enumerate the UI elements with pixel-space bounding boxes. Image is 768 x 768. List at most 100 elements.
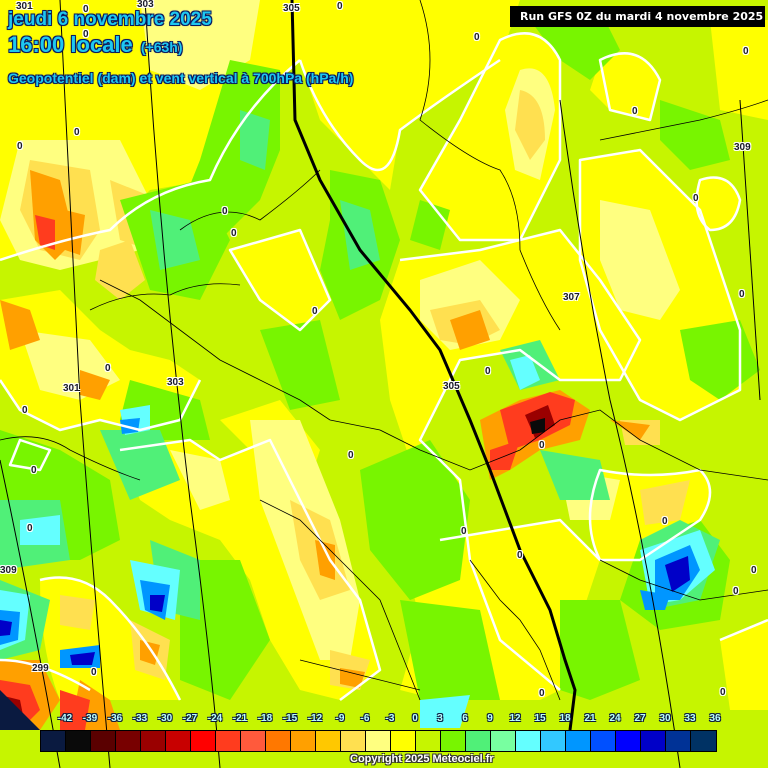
legend-swatch <box>316 731 341 751</box>
color-scale-legend <box>40 730 717 752</box>
vertical-wind-zero-label: 0 <box>539 440 545 451</box>
vertical-wind-zero-label: 0 <box>739 289 745 300</box>
field-dark-blue <box>0 556 690 665</box>
legend-tick-label: -9 <box>335 713 345 724</box>
legend-swatch <box>41 731 66 751</box>
field-navy <box>0 690 40 730</box>
copyright-text: Copyright 2025 Meteociel.fr <box>350 753 494 765</box>
vertical-wind-zero-label: 0 <box>83 4 89 15</box>
legend-swatch <box>341 731 366 751</box>
legend-tick-label: -18 <box>257 713 273 724</box>
vertical-wind-zero-label: 0 <box>91 667 97 678</box>
vertical-wind-zero-label: 0 <box>751 565 757 576</box>
legend-tick-label: -15 <box>282 713 298 724</box>
legend-tick-label: -30 <box>157 713 173 724</box>
legend-swatch <box>566 731 591 751</box>
forecast-time: 16:00 locale (+63h) <box>8 32 183 58</box>
vertical-wind-zero-label: 0 <box>74 127 80 138</box>
legend-swatch <box>641 731 666 751</box>
legend-tick-label: 3 <box>437 713 443 724</box>
legend-tick-label: -36 <box>107 713 123 724</box>
legend-tick-label: 24 <box>609 713 621 724</box>
forecast-date: jeudi 6 novembre 2025 <box>8 9 212 30</box>
legend-swatch <box>66 731 91 751</box>
geopotential-label: 303 <box>167 377 184 388</box>
geopotential-label: 299 <box>32 663 49 674</box>
geopotential-label: 309 <box>0 565 17 576</box>
legend-swatch <box>166 731 191 751</box>
legend-swatch <box>191 731 216 751</box>
vertical-wind-zero-label: 0 <box>539 688 545 699</box>
legend-swatch <box>241 731 266 751</box>
geopotential-label: 303 <box>137 0 154 10</box>
legend-swatch <box>516 731 541 751</box>
geopotential-label: 301 <box>16 1 33 12</box>
vertical-wind-zero-label: 0 <box>662 516 668 527</box>
vertical-wind-zero-label: 0 <box>31 465 37 476</box>
legend-swatch <box>141 731 166 751</box>
legend-tick-label: -6 <box>360 713 370 724</box>
parameter-title: Geopotentiel (dam) et vent vertical à 70… <box>8 70 354 86</box>
geopotential-label: 309 <box>734 142 751 153</box>
legend-tick-label: 30 <box>659 713 671 724</box>
legend-tick-label: 0 <box>412 713 418 724</box>
legend-tick-label: 15 <box>534 713 546 724</box>
legend-swatch <box>416 731 441 751</box>
vertical-wind-zero-label: 0 <box>27 523 33 534</box>
legend-swatch <box>266 731 291 751</box>
legend-swatch <box>591 731 616 751</box>
legend-tick-label: 21 <box>584 713 596 724</box>
legend-tick-label: -24 <box>207 713 223 724</box>
legend-swatch <box>366 731 391 751</box>
vertical-wind-zero-label: 0 <box>105 363 111 374</box>
legend-swatch <box>91 731 116 751</box>
forecast-local-time: 16:00 locale <box>8 32 133 57</box>
field-cyan <box>0 355 715 728</box>
legend-tick-label: -39 <box>82 713 98 724</box>
legend-swatch <box>666 731 691 751</box>
vertical-wind-zero-label: 0 <box>337 1 343 12</box>
vertical-wind-zero-label: 0 <box>517 550 523 561</box>
model-run-banner: Run GFS 0Z du mardi 4 novembre 2025 <box>510 6 765 27</box>
legend-tick-label: -12 <box>307 713 323 724</box>
vertical-wind-zero-label: 0 <box>231 228 237 239</box>
legend-swatch <box>616 731 641 751</box>
vertical-wind-zero-label: 0 <box>743 46 749 57</box>
legend-swatch <box>491 731 516 751</box>
legend-tick-label: 9 <box>487 713 493 724</box>
vertical-wind-zero-label: 0 <box>222 206 228 217</box>
vertical-wind-zero-label: 0 <box>348 450 354 461</box>
legend-swatch <box>216 731 241 751</box>
vertical-wind-zero-label: 0 <box>461 526 467 537</box>
legend-swatch <box>291 731 316 751</box>
legend-swatch <box>391 731 416 751</box>
vertical-wind-zero-label: 0 <box>720 687 726 698</box>
vertical-wind-zero-label: 0 <box>693 193 699 204</box>
legend-tick-label: 36 <box>709 713 721 724</box>
legend-tick-label: -27 <box>182 713 198 724</box>
vertical-wind-zero-label: 0 <box>312 306 318 317</box>
vertical-wind-zero-label: 0 <box>485 366 491 377</box>
legend-tick-label: -21 <box>232 713 248 724</box>
geopotential-label: 305 <box>443 381 460 392</box>
vertical-wind-zero-label: 0 <box>22 405 28 416</box>
legend-tick-label: 18 <box>559 713 571 724</box>
vertical-wind-zero-label: 0 <box>474 32 480 43</box>
legend-swatch <box>116 731 141 751</box>
zero-contours <box>0 32 768 701</box>
trough-axis-line <box>290 0 577 731</box>
vertical-wind-zero-label: 0 <box>17 141 23 152</box>
legend-swatch <box>691 731 716 751</box>
vertical-wind-zero-label: 0 <box>632 106 638 117</box>
legend-tick-label: -3 <box>385 713 395 724</box>
legend-swatch <box>541 731 566 751</box>
vertical-wind-zero-label: 0 <box>83 29 89 40</box>
geopotential-label: 307 <box>563 292 580 303</box>
legend-tick-label: -33 <box>132 713 148 724</box>
country-borders <box>0 0 768 701</box>
forecast-lead-time: (+63h) <box>140 39 183 55</box>
legend-tick-label: 33 <box>684 713 696 724</box>
color-scale-ticks: -42 -39 -36 -33 -30 -27 -24 -21 -18 -15 -12 -9 -6 -3 0… <box>40 713 721 727</box>
vertical-wind-zero-label: 0 <box>733 586 739 597</box>
